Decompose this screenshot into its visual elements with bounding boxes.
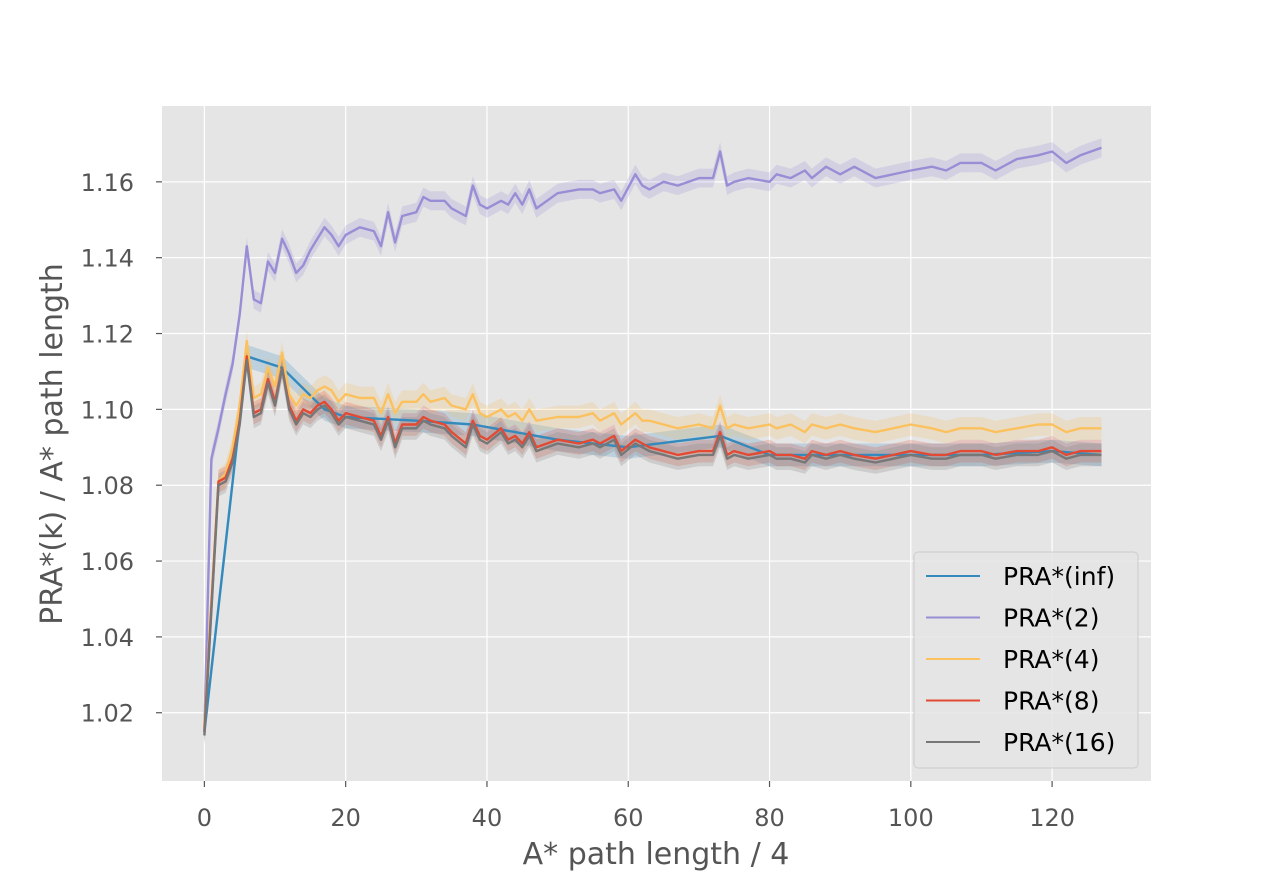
series-band-0 [204,344,1102,744]
x-tick-label: 0 [197,804,212,832]
series-line-1 [203,146,1102,732]
legend-label-1: PRA*(2) [1003,604,1099,633]
legend-box [913,551,1139,769]
legend-label-4: PRA*(16) [1003,728,1115,757]
y-tick-label: 1.12 [81,321,134,349]
legend-label-0: PRA*(inf) [1003,562,1115,591]
legend: PRA*(inf) PRA*(2) PRA*(4) PRA*(8) PRA*(16) [913,551,1139,769]
series-line-3 [203,355,1102,732]
y-tick-label: 1.10 [81,396,134,424]
x-tick-label: 100 [888,804,934,832]
legend-label-3: PRA*(8) [1003,687,1099,716]
legend-label-2: PRA*(4) [1003,645,1099,674]
tick-layer: 0 20 40 60 80 100 120 1.02 1.04 1.06 1.08 1.10 1.12 1… [81,169,1075,832]
y-tick-label: 1.08 [81,472,134,500]
series-line-2 [203,339,1102,728]
y-tick-label: 1.16 [81,169,134,197]
series-line-4 [203,358,1102,736]
x-tick-label: 60 [613,804,644,832]
y-tick-label: 1.04 [81,624,134,652]
x-tick-label: 80 [754,804,785,832]
x-tick-label: 20 [330,804,361,832]
y-tick-label: 1.14 [81,245,134,273]
y-tick-label: 1.06 [81,548,134,576]
x-axis-label: A* path length / 4 [523,837,790,872]
x-tick-label: 120 [1029,804,1075,832]
y-axis-label: PRA*(k) / A* path length [35,263,70,625]
line-layer [203,146,1102,736]
y-tick-label: 1.02 [81,700,134,728]
x-tick-label: 40 [472,804,503,832]
